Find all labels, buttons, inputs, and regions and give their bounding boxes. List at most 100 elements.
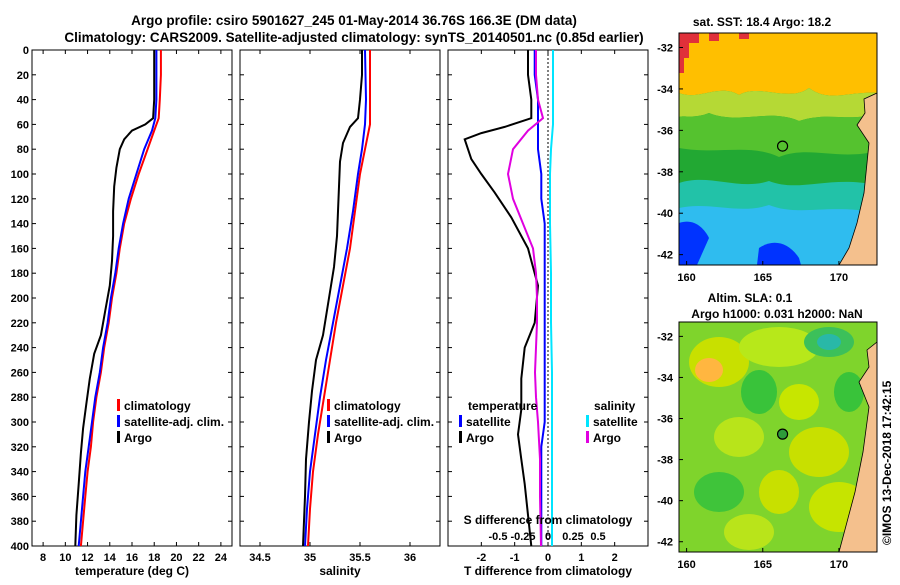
map-y-tick-label: -36	[657, 125, 673, 137]
y-tick-label: 180	[11, 268, 29, 280]
legend-swatch-argo	[327, 431, 330, 443]
map-x-tick-label: 165	[754, 272, 772, 284]
title-line-1: Argo profile: csiro 5901627_245 01-May-2…	[131, 13, 577, 28]
map-y-tick-label: -32	[657, 43, 673, 55]
x-tick-label: 20	[170, 552, 182, 564]
legend-argo: Argo	[334, 431, 362, 445]
legend-t-satellite: satellite	[466, 415, 511, 429]
map-y-tick-label: -34	[657, 372, 674, 384]
sla-map-title: Altim. SLA: 0.1	[708, 291, 793, 305]
map-y-tick-label: -32	[657, 331, 673, 343]
x-tick-label: 10	[59, 552, 71, 564]
y-tick-label: 200	[11, 293, 29, 305]
y-tick-label: 340	[11, 467, 29, 479]
y-tick-label: 260	[11, 367, 29, 379]
sst-map-image	[679, 33, 877, 265]
legend-salinity-title: salinity	[594, 399, 636, 413]
map-x-tick-label: 170	[830, 559, 848, 571]
x-tick-label: -2	[476, 552, 486, 564]
salinity-panel: 34.5 35 35.5 36 salinity climatology satell…	[239, 49, 441, 578]
y-tick-label: 380	[11, 516, 29, 528]
x-tick-label: -1	[510, 552, 520, 564]
difference-legend: temperature satellite Argo salinity sate…	[459, 399, 638, 445]
sla-map-panel: Altim. SLA: 0.1 Argo h1000: 0.031 h2000:…	[657, 291, 878, 571]
x-tick-label: 0	[545, 552, 551, 564]
s-tick-label: -0.5	[489, 531, 508, 543]
x-tick-label: 35	[304, 552, 316, 564]
s-tick-label: 0.25	[562, 531, 583, 543]
map-x-tick-label: 165	[754, 559, 772, 571]
temperature-legend: climatology satellite-adj. clim. Argo	[117, 399, 224, 445]
y-tick-label: 320	[11, 442, 29, 454]
salinity-xlabel: salinity	[319, 564, 361, 578]
legend-swatch-t-argo	[459, 431, 462, 443]
s-tick-label: 0.5	[590, 531, 605, 543]
x-tick-label: 2	[612, 552, 618, 564]
s-tick-label: 0	[545, 531, 551, 543]
map-y-tick-label: -36	[657, 414, 673, 426]
imos-credit: ©IMOS 13-Dec-2018 17:42:15	[880, 380, 894, 545]
series-line-argo	[302, 50, 363, 547]
x-tick-label: 14	[104, 552, 117, 564]
sla-map-subtitle: Argo h1000: 0.031 h2000: NaN	[691, 307, 862, 321]
y-tick-label: 40	[17, 95, 29, 107]
x-tick-label: 36	[404, 552, 416, 564]
legend-swatch-satellite	[117, 415, 120, 427]
map-x-tick-label: 170	[830, 272, 848, 284]
x-tick-label: 12	[81, 552, 93, 564]
series-line-argo	[74, 50, 156, 547]
y-tick-label: 140	[11, 219, 29, 231]
y-tick-label: 160	[11, 243, 29, 255]
difference-panel: -2 -1 0 1 2-0.5 -0.25 0 0.25 0.5 S difference fr…	[447, 49, 649, 578]
legend-swatch-satellite	[327, 415, 330, 427]
legend-swatch-climatology	[117, 399, 120, 411]
y-tick-label: 100	[11, 169, 29, 181]
temperature-xlabel: temperature (deg C)	[75, 564, 189, 578]
series-line-satellite-adj-clim-	[304, 49, 368, 547]
x-tick-label: 22	[193, 552, 205, 564]
y-tick-label: 280	[11, 392, 29, 404]
legend-temperature-title: temperature	[468, 399, 538, 413]
legend-t-argo: Argo	[466, 431, 494, 445]
series-line-salinity-satellite	[549, 50, 554, 546]
temperature-panel: 0 20 40 60 80 100 120 140 160 180 200 220 240 260 280 3…	[11, 45, 233, 578]
map-y-tick-label: -38	[657, 167, 673, 179]
legend-swatch-argo	[117, 431, 120, 443]
series-line-salinity-argo	[506, 50, 545, 547]
legend-s-argo: Argo	[593, 431, 621, 445]
x-tick-label: 16	[126, 552, 138, 564]
x-tick-label: 35.5	[349, 552, 370, 564]
y-tick-label: 120	[11, 194, 29, 206]
legend-swatch-s-satellite	[586, 415, 589, 427]
x-tick-label: 1	[578, 552, 584, 564]
sst-map-frame	[678, 32, 878, 266]
x-tick-label: 18	[148, 552, 160, 564]
x-tick-label: 8	[40, 552, 46, 564]
y-tick-label: 60	[17, 119, 29, 131]
series-line-satellite-adj-clim-	[77, 50, 158, 547]
series-line-climatology	[307, 50, 371, 547]
map-y-tick-label: -38	[657, 455, 673, 467]
map-y-tick-label: -40	[657, 208, 673, 220]
y-tick-label: 360	[11, 491, 29, 503]
legend-satellite: satellite-adj. clim.	[124, 415, 224, 429]
sst-map-panel: sat. SST: 18.4 Argo: 18.2 -32 -34 -36 -38 -4…	[657, 15, 878, 284]
temperature-plot-area	[31, 49, 233, 547]
x-tick-label: 24	[215, 552, 228, 564]
map-x-tick-label: 160	[677, 272, 695, 284]
series-line-temperature-argo	[463, 50, 540, 547]
s-difference-label: S difference from climatology	[464, 513, 633, 527]
legend-swatch-t-satellite	[459, 415, 462, 427]
legend-s-satellite: satellite	[593, 415, 638, 429]
legend-climatology: climatology	[124, 399, 191, 413]
sla-map-image	[679, 322, 877, 552]
y-tick-label: 400	[11, 541, 29, 553]
series-line-temperature-satellite	[533, 50, 546, 546]
legend-climatology: climatology	[334, 399, 401, 413]
map-y-tick-label: -34	[657, 84, 674, 96]
map-y-tick-label: -40	[657, 496, 673, 508]
legend-swatch-climatology	[327, 399, 330, 411]
argo-location-marker	[776, 140, 789, 152]
argo-location-marker	[776, 428, 789, 440]
